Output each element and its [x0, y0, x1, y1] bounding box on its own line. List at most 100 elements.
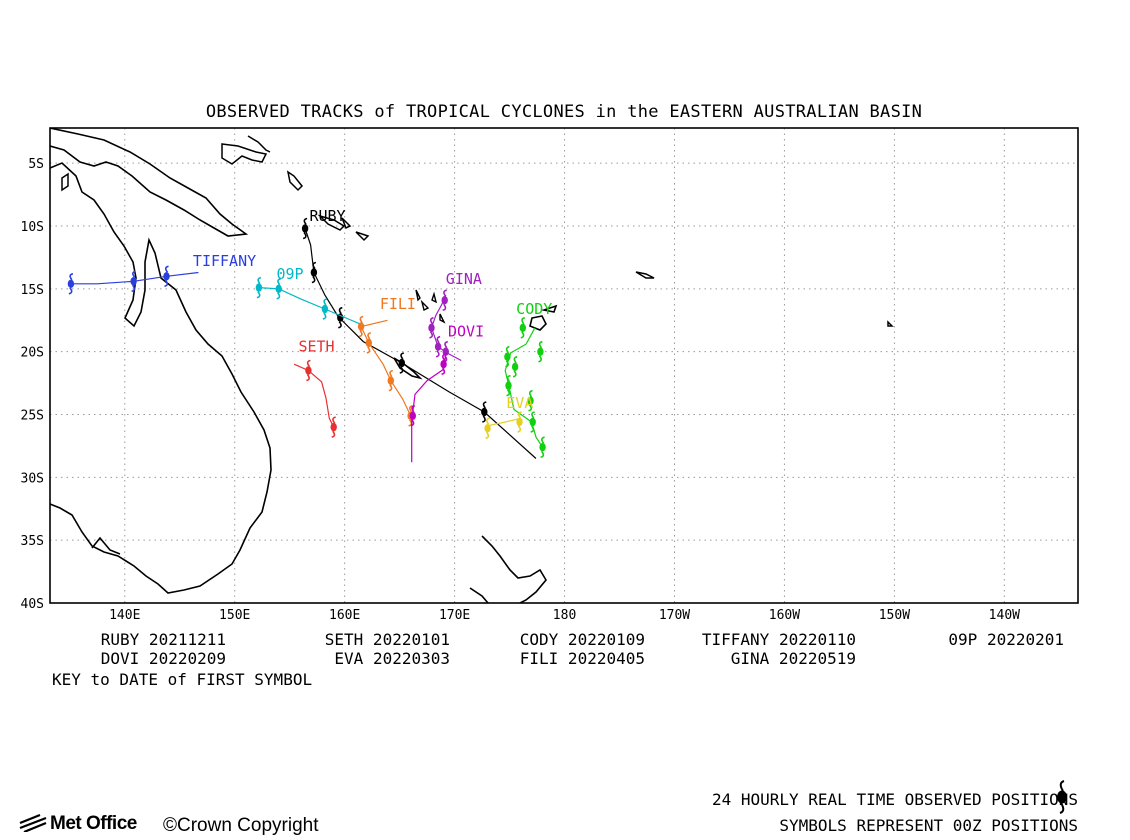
lat-tick-label: 5S	[28, 157, 44, 172]
lat-tick-label: 35S	[21, 534, 44, 549]
cyclone-position-symbol	[519, 317, 526, 339]
vanuatu-outline	[415, 289, 446, 324]
track-label-dovi: DOVI	[448, 323, 484, 341]
cyclone-position-symbol	[529, 411, 536, 433]
fiji-outline	[529, 304, 558, 331]
solomon-islands-outline	[317, 214, 370, 242]
track-label-ruby: RUBY	[309, 207, 345, 225]
track-label-eva: EVA	[506, 394, 533, 412]
cyclone-position-symbol	[527, 389, 534, 412]
cyclone-position-symbol	[398, 352, 405, 374]
lon-tick-label: 140E	[109, 608, 140, 623]
cyclone-symbol-icon	[1057, 780, 1067, 814]
map-title: OBSERVED TRACKS of TROPICAL CYCLONES in …	[205, 102, 923, 122]
track-label-seth: SETH	[298, 338, 334, 356]
track-line-09p	[258, 287, 364, 326]
cyclone-position-symbol	[387, 369, 394, 392]
track-line-ruby	[304, 228, 537, 459]
lon-tick-label: 180	[553, 608, 576, 623]
lon-tick-label: 170E	[439, 608, 470, 623]
cyclone-position-symbol	[67, 273, 75, 295]
track-label-09p: 09P	[276, 265, 303, 283]
lat-tick-label: 40S	[21, 597, 44, 612]
track-line-eva	[487, 417, 521, 427]
key-entry-09p: 09P 20220201	[948, 630, 1064, 649]
new-ireland-coastline	[247, 135, 271, 153]
cyclone-position-symbol	[511, 356, 519, 378]
track-label-fili: FILI	[380, 295, 416, 313]
cyclone-position-symbol	[440, 353, 447, 375]
lon-tick-label: 170W	[659, 608, 690, 623]
track-line-dovi	[411, 352, 447, 463]
cyclone-position-symbol	[409, 405, 416, 427]
lat-tick-label: 30S	[21, 471, 44, 486]
key-entry-fili: FILI 20220405	[519, 649, 645, 668]
cyclone-position-symbol	[130, 270, 137, 293]
key-entry-eva: EVA 20220303	[334, 649, 450, 668]
island-outline	[887, 320, 894, 327]
lat-tick-label: 15S	[21, 283, 44, 298]
new-zealand-coastline	[481, 535, 547, 603]
key-entry-cody: CODY 20220109	[519, 630, 645, 649]
australia-coastline	[50, 162, 272, 594]
met-office-logo-icon	[19, 814, 47, 832]
track-label-tiffany: TIFFANY	[193, 252, 256, 270]
cyclone-position-symbol	[275, 278, 282, 300]
cyclone-position-symbol	[163, 265, 170, 288]
cyclone-labels: RUBY TIFFANY 09P FILI SETH GINA DOVI CODY EVA	[193, 207, 552, 412]
lon-tick-label: 150W	[879, 608, 910, 623]
cyclone-position-symbol	[428, 317, 435, 339]
lon-tick-label: 140W	[989, 608, 1020, 623]
axis-labels: 140E 150E 160E 170E 180 170W 160W 150W 140W 5S 10S…	[21, 157, 1021, 623]
copyright-text: ©Crown Copyright	[163, 815, 319, 836]
key-entry-ruby: RUBY 20211211	[100, 630, 226, 649]
island-outline	[61, 172, 69, 192]
cyclone-position-symbol	[516, 411, 523, 433]
logo-text: Met Office	[50, 813, 137, 834]
lat-tick-label: 20S	[21, 346, 44, 361]
australia-coastline-bay	[91, 536, 121, 555]
island-outline	[286, 170, 304, 192]
track-label-gina: GINA	[446, 270, 482, 288]
cyclone-position-symbol	[441, 289, 448, 311]
cyclone-tracks	[67, 217, 546, 463]
lat-tick-label: 25S	[21, 409, 44, 424]
track-line-seth	[293, 363, 335, 428]
cyclone-position-symbol	[337, 306, 344, 329]
key-entry-tiffany: TIFFANY 20220110	[701, 630, 856, 649]
cyclone-position-symbol	[365, 332, 372, 354]
cyclone-position-symbol	[504, 345, 511, 368]
cyclone-position-symbol	[434, 335, 442, 358]
key-note: KEY to DATE of FIRST SYMBOL	[52, 670, 313, 689]
cyclone-position-symbol	[330, 416, 337, 438]
footer-symbols-note: SYMBOLS REPRESENT 00Z POSITIONS	[779, 816, 1078, 835]
cyclone-position-symbol	[255, 276, 263, 299]
met-office-logo: Met Office	[18, 813, 137, 835]
cyclone-position-symbol	[539, 436, 546, 458]
cyclone-position-symbol	[357, 315, 365, 338]
key-entry-seth: SETH 20220101	[324, 630, 450, 649]
coastlines	[50, 128, 894, 603]
samoa-outline	[635, 271, 655, 279]
lon-tick-label: 160E	[329, 608, 360, 623]
cyclone-position-symbol	[537, 340, 544, 363]
graticule	[50, 128, 1078, 603]
cyclone-position-symbol	[310, 261, 318, 284]
lon-tick-label: 160W	[769, 608, 800, 623]
cyclone-position-symbol	[505, 374, 512, 397]
new-britain-coastline	[221, 143, 268, 165]
cyclone-position-symbol	[305, 359, 312, 382]
cyclone-position-symbol	[301, 217, 309, 240]
map-frame	[49, 127, 1079, 604]
new-zealand-coastline	[469, 587, 489, 603]
cyclone-position-symbol	[321, 298, 329, 320]
new-guinea-coastline	[50, 128, 249, 237]
lat-tick-label: 10S	[21, 220, 44, 235]
cyclone-position-symbol	[481, 401, 488, 423]
lon-tick-label: 150E	[219, 608, 250, 623]
track-label-cody: CODY	[516, 300, 552, 318]
key-entry-dovi: DOVI 20220209	[100, 649, 226, 668]
key-entry-gina: GINA 20220519	[730, 649, 856, 668]
footer-positions-note: 24 HOURLY REAL TIME OBSERVED POSITIONS	[711, 790, 1078, 809]
